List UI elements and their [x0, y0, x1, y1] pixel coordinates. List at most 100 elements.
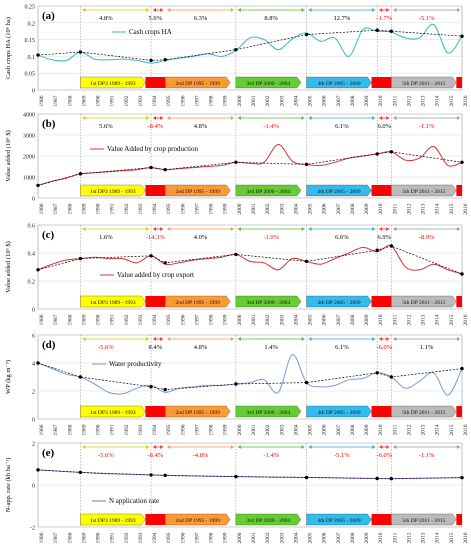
x-tick-label: 2004: [293, 424, 299, 435]
arrow-head-left: [82, 445, 86, 449]
trend-point: [149, 385, 153, 389]
trend-point: [163, 58, 167, 62]
x-tick-label: 1992: [124, 203, 130, 214]
development-plan-band: [235, 405, 302, 418]
x-tick-label: 1997: [194, 424, 200, 435]
percent-change-label: -1.7%: [376, 15, 392, 22]
percent-change-label: -6.0%: [376, 344, 392, 351]
arrow-head-right: [146, 445, 150, 449]
arrow-head-left: [82, 227, 86, 231]
trend-point: [304, 259, 309, 264]
development-plan-band: [80, 513, 146, 526]
x-tick-label: 2013: [421, 532, 427, 543]
arrow-head-left: [167, 445, 171, 449]
percent-change-label: 12.7%: [333, 15, 350, 22]
trend-point: [460, 475, 464, 480]
arrow-head-right: [160, 8, 164, 12]
x-tick-label: 1999: [223, 314, 229, 325]
x-tick-label: 1987: [53, 314, 59, 325]
arrow-head-left: [237, 227, 241, 231]
arrow-head-left: [379, 8, 383, 12]
development-plan-band: [235, 295, 302, 308]
development-plan-label: 5th DP 2011 - 2015: [402, 81, 445, 87]
trend-line: [37, 29, 463, 61]
trend-point: [149, 473, 153, 477]
x-tick-label: 1987: [53, 424, 59, 435]
x-tick-label: 1986: [39, 203, 45, 214]
gap-year-band: [145, 185, 166, 196]
trend-point: [460, 366, 464, 371]
arrow-head-left: [153, 445, 157, 449]
gap-year-band: [456, 296, 462, 307]
x-tick-label: 1996: [180, 314, 186, 325]
x-tick-label: 2007: [336, 203, 342, 214]
arrow-head-left: [153, 116, 157, 120]
arrow-head-left: [153, 227, 157, 231]
x-tick-label: 1996: [180, 95, 186, 106]
arrow-head-left: [308, 116, 312, 120]
arrow-head-right: [457, 116, 460, 120]
arrow-head-right: [386, 227, 390, 231]
development-plan-band: [235, 513, 302, 526]
trend-point: [389, 150, 394, 154]
trend-point: [389, 477, 394, 481]
x-tick-label: 2008: [350, 532, 356, 543]
x-tick-label: 1989: [81, 203, 87, 214]
trend-point: [375, 28, 379, 32]
trend-point: [36, 361, 40, 365]
arrow-head-left: [82, 337, 86, 341]
x-tick-label: 2013: [421, 424, 427, 435]
development-plan-label: 3rd DP 2000 - 2004: [247, 300, 291, 306]
x-tick-label: 1994: [152, 95, 158, 106]
percent-change-label: -4.8%: [193, 452, 209, 459]
y-tick-label: 0: [32, 418, 35, 424]
percent-change-label: -14.3%: [146, 234, 166, 241]
x-tick-label: 1995: [166, 532, 172, 543]
y-axis-title: N-app. rate (kh ha⁻¹): [5, 458, 12, 513]
x-tick-label: 1995: [166, 424, 172, 435]
development-plan-label: 5th DP 2011 - 2015: [402, 300, 445, 306]
x-tick-label: 1991: [110, 532, 116, 543]
x-tick-label: 1990: [96, 203, 102, 214]
x-tick-label: 1999: [223, 424, 229, 435]
trend-point: [234, 382, 238, 386]
gap-year-band: [371, 296, 392, 307]
trend-point: [163, 473, 167, 478]
trend-point: [375, 248, 379, 252]
x-tick-label: 2016: [463, 314, 469, 325]
arrow-head-right: [230, 445, 234, 449]
arrow-head-right: [372, 337, 376, 341]
x-tick-label: 1998: [209, 95, 215, 106]
development-plan-label: 1st DP3 1989 - 1993: [90, 81, 136, 87]
x-tick-label: 1992: [124, 532, 130, 543]
x-tick-label: 2009: [364, 532, 370, 543]
development-plan-label: 3rd DP 2000 - 2004: [247, 189, 291, 195]
x-tick-label: 1991: [110, 314, 116, 325]
development-plan-label: 4th DP 2005 - 2009: [317, 300, 360, 306]
arrow-head-right: [372, 116, 376, 120]
x-tick-label: 1999: [223, 532, 229, 543]
trend-point: [234, 47, 238, 52]
x-tick-label: 1997: [194, 532, 200, 543]
arrow-head-right: [160, 337, 164, 341]
development-plan-label: 3rd DP 2000 - 2004: [247, 410, 291, 416]
x-tick-label: 2015: [449, 203, 455, 214]
arrow-head-left: [379, 227, 383, 231]
x-tick-label: 2009: [364, 203, 370, 214]
percent-change-label: 1.6%: [99, 234, 113, 241]
gap-year-band: [371, 514, 392, 525]
development-plan-label: 2nd DP 1995 - 1999: [175, 189, 220, 195]
x-tick-label: 2006: [322, 532, 328, 543]
gap-year-band: [145, 514, 166, 525]
trend-point: [304, 380, 309, 385]
arrow-head-right: [301, 445, 305, 449]
gap-year-band: [371, 406, 392, 417]
percent-change-label: 6.3%: [194, 15, 208, 22]
trend-point: [234, 474, 238, 479]
gap-year-band: [456, 185, 462, 196]
trend-point: [149, 254, 153, 258]
x-tick-label: 2008: [350, 203, 356, 214]
x-tick-label: 2015: [449, 532, 455, 543]
x-tick-label: 1995: [166, 314, 172, 325]
